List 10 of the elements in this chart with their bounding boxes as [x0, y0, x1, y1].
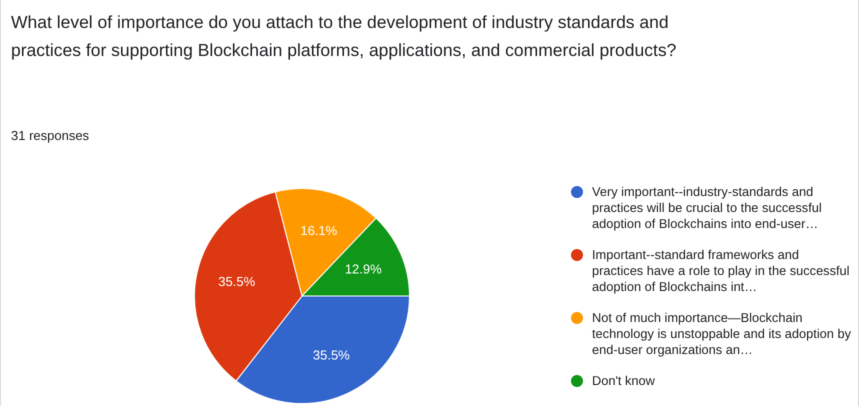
data-label: 12.9% [344, 261, 382, 276]
legend-label: Important--standard frameworks and practices have a role to play in the successful adoption of Blockchains int… [592, 247, 850, 295]
legend-label: Very important--industry-standards and practices will be crucial to the successful adoption of Blockchains into end-user… [592, 184, 823, 232]
data-label: 35.5% [218, 274, 256, 290]
data-label: 16.1% [300, 223, 338, 238]
legend-label: Don't know [592, 373, 655, 389]
legend-label: Not of much importance—Blockchain technology is unstoppable and its adoption by end-user organizations an… [592, 310, 852, 358]
data-label: 35.5% [312, 347, 350, 362]
text: 31 responses [11, 128, 90, 143]
chart-title: What level of importance do you attach to the development of industry standards and practices for supporting Blockchain platforms, applications, and commercial products? [11, 11, 678, 62]
